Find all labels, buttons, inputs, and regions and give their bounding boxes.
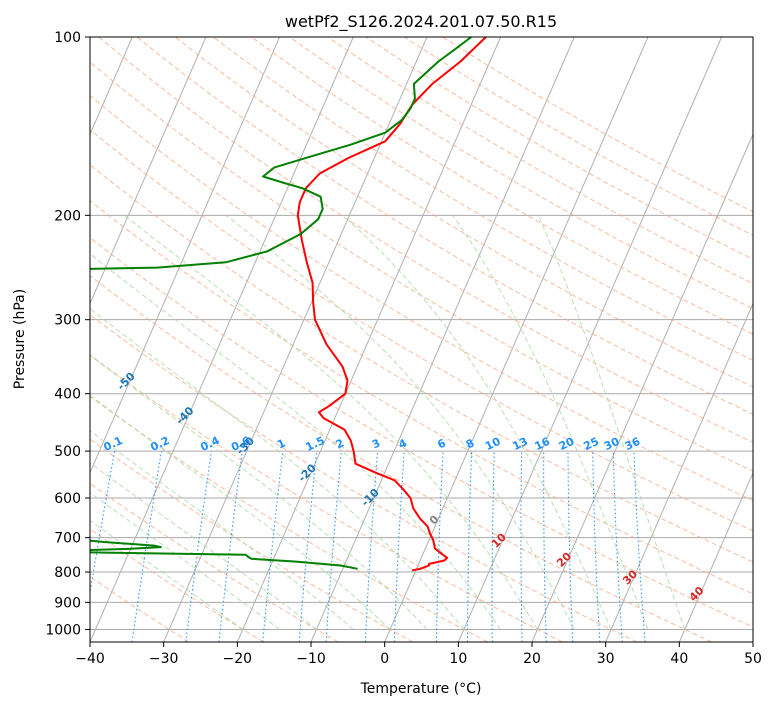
isotherm-gridline <box>605 302 753 642</box>
mixing-ratio-line <box>218 451 243 642</box>
moist-adiabat <box>538 215 686 630</box>
dry-adiabat <box>90 129 753 532</box>
chart-title: wetPf2_S126.2024.201.07.50.R15 <box>285 12 557 32</box>
isotherm-gridline <box>90 37 207 305</box>
mixing-ratio-line <box>325 451 342 642</box>
moist-adiabat <box>124 214 538 630</box>
mixing-ratio-line <box>262 451 284 642</box>
dry-adiabat <box>90 314 638 642</box>
y-tick-label: 500 <box>54 444 81 460</box>
x-tick-label: 10 <box>449 651 467 667</box>
mixing-ratio-label: 3 <box>370 436 382 451</box>
isotherm-gridline <box>678 471 753 642</box>
mixing-ratio-line <box>90 451 116 596</box>
dry-adiabat <box>212 37 753 361</box>
y-axis-label: Pressure (hPa) <box>12 289 28 389</box>
mixing-ratio-line <box>592 451 601 642</box>
plot-frame <box>89 36 754 643</box>
dry-adiabat <box>90 200 753 595</box>
dry-adiabat <box>90 275 712 642</box>
moist-adiabat <box>90 430 354 630</box>
moist-adiabat <box>90 308 465 630</box>
dry-adiabat <box>90 482 339 642</box>
x-tick-label: 0 <box>380 651 389 667</box>
dry-adiabat <box>251 37 753 335</box>
x-tick-label: 20 <box>523 651 541 667</box>
dry-adiabat <box>90 94 753 502</box>
moist-adiabat <box>342 214 612 630</box>
x-tick-label: −10 <box>296 651 326 667</box>
moist-adiabat <box>90 462 317 630</box>
mixing-ratio-label: 30 <box>602 435 622 453</box>
moist-adiabat <box>90 354 428 630</box>
mixing-ratio-label: 36 <box>623 435 643 453</box>
isotherm-gridline <box>90 37 281 474</box>
mixing-ratio-line <box>364 451 379 642</box>
isotherm-gridline <box>457 37 723 642</box>
mixing-ratio-label: 16 <box>533 435 553 453</box>
mixing-ratio-line <box>298 451 318 642</box>
dry-adiabat <box>90 575 190 642</box>
isotherm-gridline <box>310 37 575 642</box>
mixing-ratio-label: 4 <box>397 436 410 451</box>
mixing-ratio-label: 6 <box>435 436 448 451</box>
mixing-ratio-label: 2 <box>334 436 346 451</box>
x-tick-label: 50 <box>744 651 762 667</box>
isotherm-gridline <box>384 37 649 642</box>
dry-adiabat <box>136 37 753 415</box>
dry-adiabat <box>365 37 753 260</box>
x-tick-label: 30 <box>597 651 615 667</box>
moist-adiabat <box>90 253 501 630</box>
y-tick-label: 900 <box>54 595 81 611</box>
y-tick-label: 600 <box>54 491 81 507</box>
moist-adiabat <box>452 215 649 630</box>
moist-adiabat <box>225 214 575 630</box>
mixing-ratio-line <box>131 451 162 642</box>
dewpoint-profile-line <box>90 37 472 570</box>
dry-adiabat <box>90 438 414 642</box>
isotherm-gridline <box>90 37 354 642</box>
x-tick-label: 40 <box>670 651 688 667</box>
y-tick-label: 800 <box>54 565 81 581</box>
y-tick-label: 100 <box>54 30 81 46</box>
mixing-ratio-label: 13 <box>511 435 530 453</box>
dry-adiabat <box>90 354 563 642</box>
moist-adiabat <box>90 491 280 630</box>
dry-adiabat <box>90 528 264 642</box>
mixing-ratio-line <box>393 451 405 642</box>
dry-adiabat <box>90 61 753 472</box>
mixing-ratio-line <box>633 451 646 642</box>
dry-adiabat <box>327 37 753 285</box>
mixing-ratio-label: 10 <box>483 435 503 453</box>
x-tick-label: −40 <box>75 651 105 667</box>
x-axis-label: Temperature (°C) <box>360 681 482 697</box>
dry-adiabat <box>289 37 753 310</box>
temperature-profile-line <box>296 37 487 572</box>
isotherm-gridline <box>236 37 502 642</box>
isotherm-gridline <box>163 37 428 642</box>
dry-adiabat <box>174 37 753 388</box>
x-tick-label: −20 <box>223 651 253 667</box>
dry-adiabat-label: -40 <box>173 404 196 427</box>
dry-adiabat <box>90 237 753 628</box>
y-tick-label: 700 <box>54 531 81 547</box>
isotherm-gridline <box>531 132 753 642</box>
mixing-ratio-line <box>567 451 574 642</box>
moist-adiabat <box>90 519 244 630</box>
x-tick-label: −30 <box>149 651 179 667</box>
dry-adiabat <box>90 164 753 563</box>
y-tick-label: 1000 <box>45 622 81 638</box>
isotherm-gridline <box>0 37 59 642</box>
isotherm-gridline <box>752 640 753 642</box>
y-tick-label: 400 <box>54 387 81 403</box>
mixing-ratio-line <box>185 451 212 642</box>
mixing-ratio-label: 25 <box>582 435 601 453</box>
dry-adiabat <box>98 37 753 443</box>
dry-adiabat <box>90 395 488 642</box>
y-tick-label: 200 <box>54 208 81 224</box>
y-tick-label: 300 <box>54 313 81 329</box>
mixing-ratio-label: 20 <box>557 435 577 453</box>
